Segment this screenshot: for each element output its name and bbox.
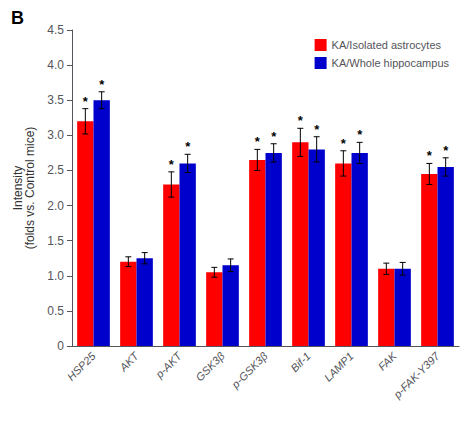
svg-text:p-AKT: p-AKT (153, 349, 185, 381)
svg-text:AKT: AKT (116, 349, 141, 374)
svg-text:Bif-1: Bif-1 (288, 350, 312, 374)
svg-text:LAMP1: LAMP1 (322, 350, 356, 384)
svg-text:0: 0 (57, 339, 64, 353)
svg-text:*: * (83, 94, 89, 109)
svg-text:0.5: 0.5 (47, 304, 64, 318)
svg-text:4.0: 4.0 (47, 58, 64, 72)
svg-text:*: * (169, 157, 175, 172)
svg-text:p-FAK-Y397: p-FAK-Y397 (390, 349, 442, 401)
svg-text:Intensity: Intensity (11, 165, 25, 211)
svg-text:*: * (271, 129, 277, 144)
svg-text:B: B (11, 8, 24, 28)
svg-text:4.5: 4.5 (47, 23, 64, 37)
svg-text:1.0: 1.0 (47, 269, 64, 283)
svg-text:KA/Whole hippocampus: KA/Whole hippocampus (332, 57, 450, 69)
svg-text:3.5: 3.5 (47, 93, 64, 107)
svg-text:*: * (314, 122, 320, 137)
svg-text:*: * (357, 127, 363, 142)
svg-text:GSK3β: GSK3β (193, 350, 227, 384)
svg-text:FAK: FAK (376, 349, 399, 372)
svg-text:2.0: 2.0 (47, 199, 64, 213)
svg-text:p-GSK3β: p-GSK3β (228, 350, 269, 391)
svg-text:1.5: 1.5 (47, 234, 64, 248)
svg-text:*: * (298, 113, 304, 128)
svg-text:3.0: 3.0 (47, 128, 64, 142)
svg-text:2.5: 2.5 (47, 163, 64, 177)
svg-text:*: * (341, 136, 347, 151)
svg-text:*: * (443, 143, 449, 158)
svg-text:(folds vs. Control mice): (folds vs. Control mice) (23, 127, 37, 250)
svg-text:KA/Isolated astrocytes: KA/Isolated astrocytes (332, 39, 442, 51)
svg-text:*: * (255, 134, 261, 149)
svg-text:*: * (185, 139, 191, 154)
svg-text:*: * (427, 148, 433, 163)
svg-text:*: * (99, 77, 105, 92)
svg-text:HSP25: HSP25 (65, 349, 99, 383)
